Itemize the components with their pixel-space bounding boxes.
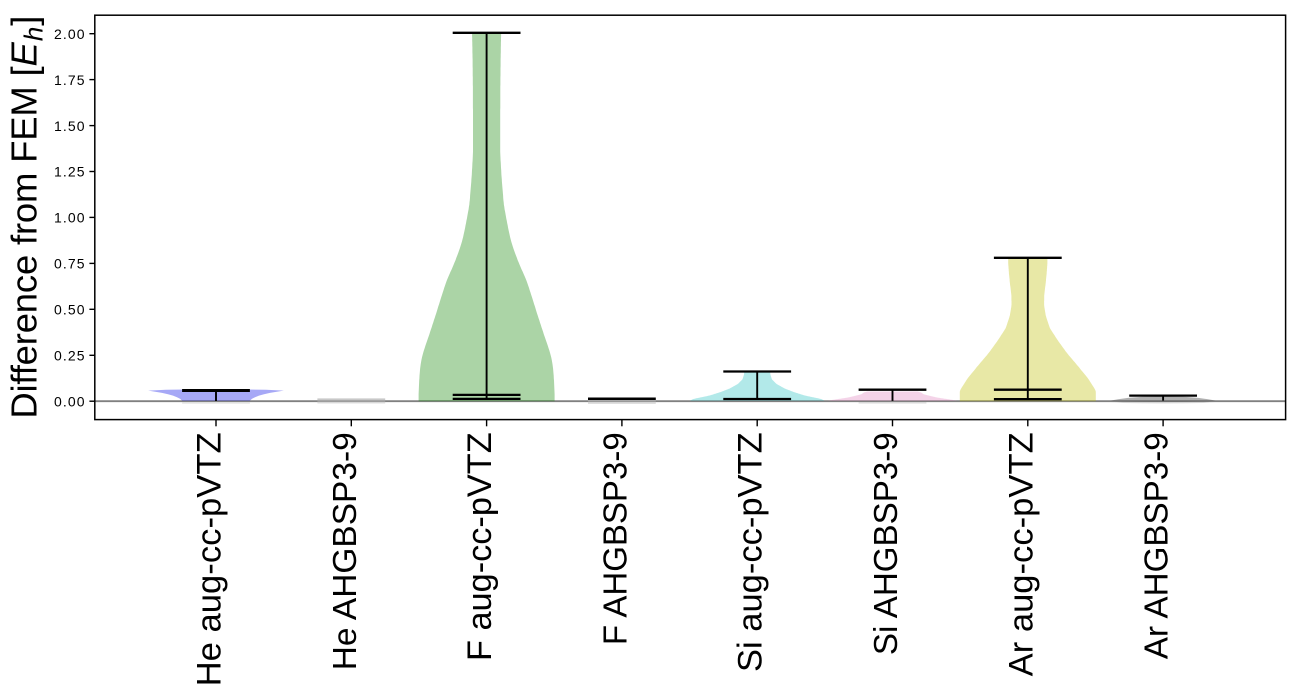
svg-text:1.75: 1.75 [54, 72, 86, 88]
svg-text:0.25: 0.25 [54, 348, 86, 364]
svg-text:0.50: 0.50 [54, 302, 86, 318]
svg-text:F AHGBSP3-9: F AHGBSP3-9 [596, 432, 633, 645]
svg-text:He AHGBSP3-9: He AHGBSP3-9 [327, 432, 364, 670]
svg-text:He aug-cc-pVTZ: He aug-cc-pVTZ [191, 432, 229, 686]
svg-text:Ar aug-cc-pVTZ: Ar aug-cc-pVTZ [1002, 432, 1040, 676]
svg-text:0.00: 0.00 [54, 393, 86, 409]
svg-text:2.00: 2.00 [54, 26, 86, 42]
svg-text:F aug-cc-pVTZ: F aug-cc-pVTZ [461, 432, 499, 661]
svg-text:1.00: 1.00 [54, 210, 86, 226]
svg-text:0.75: 0.75 [54, 256, 86, 272]
svg-text:1.50: 1.50 [54, 118, 86, 134]
svg-text:Si aug-cc-pVTZ: Si aug-cc-pVTZ [732, 432, 770, 672]
svg-text:Ar AHGBSP3-9: Ar AHGBSP3-9 [1139, 432, 1176, 659]
svg-text:Difference from FEM [Eh]: Difference from FEM [Eh] [4, 16, 49, 419]
svg-text:1.25: 1.25 [54, 164, 86, 180]
svg-text:Si AHGBSP3-9: Si AHGBSP3-9 [868, 432, 905, 655]
